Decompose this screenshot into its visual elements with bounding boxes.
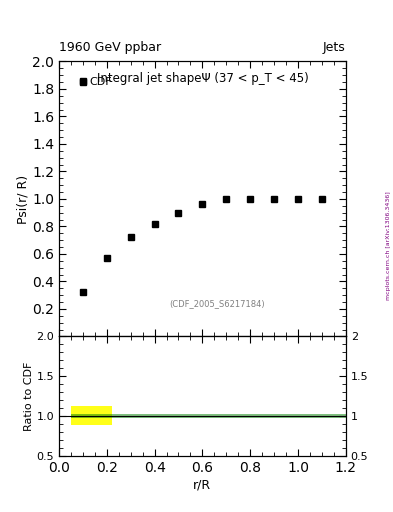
Text: Jets: Jets bbox=[323, 41, 346, 54]
Bar bbox=[71, 414, 346, 418]
Text: mcplots.cern.ch [arXiv:1306.3436]: mcplots.cern.ch [arXiv:1306.3436] bbox=[386, 191, 391, 300]
Text: 1960 GeV ppbar: 1960 GeV ppbar bbox=[59, 41, 161, 54]
Y-axis label: Ratio to CDF: Ratio to CDF bbox=[24, 361, 33, 431]
Legend: CDF: CDF bbox=[76, 73, 116, 91]
Bar bbox=[71, 407, 112, 425]
Text: Integral jet shapeΨ (37 < p_T < 45): Integral jet shapeΨ (37 < p_T < 45) bbox=[97, 72, 308, 86]
X-axis label: r/R: r/R bbox=[193, 479, 211, 492]
Y-axis label: Psi(r/ R): Psi(r/ R) bbox=[16, 175, 29, 224]
Text: (CDF_2005_S6217184): (CDF_2005_S6217184) bbox=[169, 299, 264, 308]
